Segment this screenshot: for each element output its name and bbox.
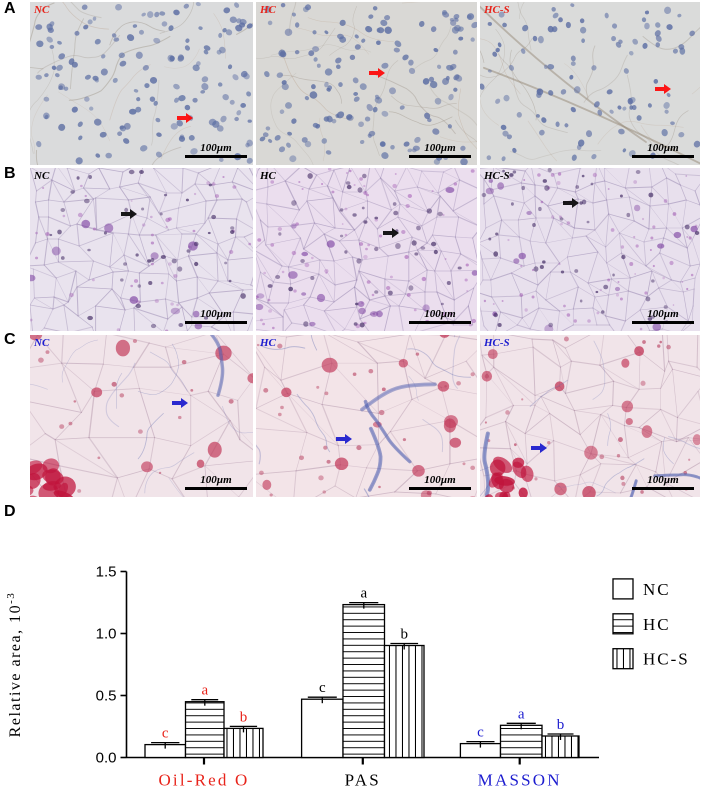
svg-text:b: b: [400, 627, 408, 643]
svg-text:HC-S: HC-S: [643, 650, 690, 669]
svg-text:b: b: [240, 709, 248, 725]
svg-text:HC: HC: [643, 615, 671, 634]
svg-text:c: c: [319, 680, 326, 696]
svg-text:0.5: 0.5: [96, 688, 117, 705]
svg-text:Relative area, 10-3: Relative area, 10-3: [5, 592, 24, 738]
svg-text:1.0: 1.0: [96, 626, 117, 643]
svg-text:a: a: [360, 586, 367, 602]
svg-text:0.0: 0.0: [96, 750, 117, 767]
svg-text:a: a: [201, 683, 208, 699]
svg-text:b: b: [557, 717, 565, 733]
svg-text:a: a: [518, 706, 525, 722]
svg-text:Oil-Red O: Oil-Red O: [158, 771, 249, 790]
svg-text:c: c: [477, 725, 484, 741]
svg-text:MASSON: MASSON: [478, 771, 562, 790]
svg-text:NC: NC: [643, 580, 671, 599]
svg-text:PAS: PAS: [345, 771, 381, 790]
svg-text:1.5: 1.5: [96, 564, 117, 581]
svg-text:c: c: [162, 726, 169, 742]
